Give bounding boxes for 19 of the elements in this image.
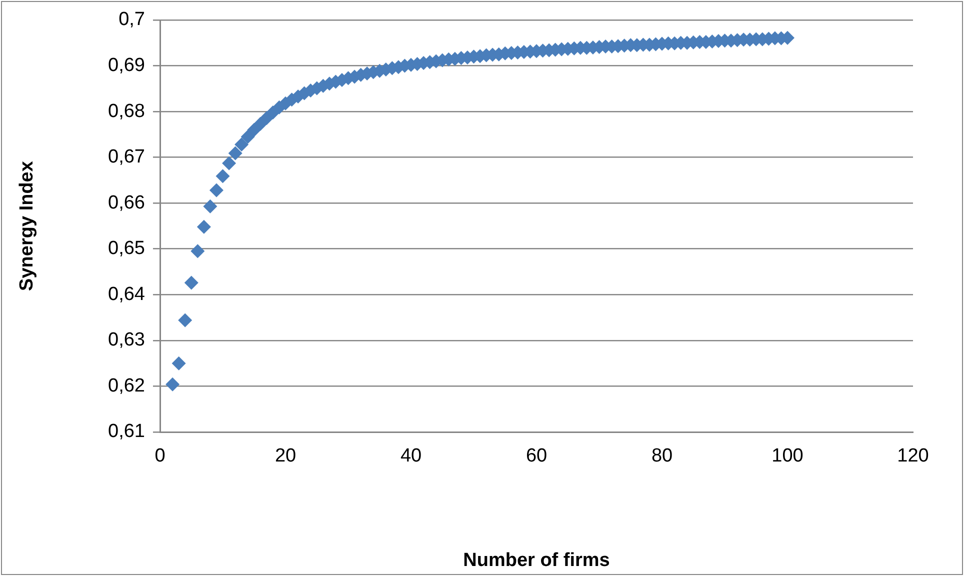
y-tick-label: 0,64 — [108, 284, 146, 305]
y-tick-label: 0,65 — [108, 238, 145, 260]
x-tick-label: 40 — [400, 446, 422, 467]
y-tick-label: 0,61 — [108, 421, 145, 442]
x-tick-label: 0 — [154, 446, 166, 467]
y-axis-title: Synergy Index — [16, 160, 38, 291]
y-tick-label: 0,62 — [108, 375, 145, 396]
y-tick-label: 0,68 — [108, 100, 145, 122]
y-tick-label: 0,7 — [118, 9, 145, 30]
x-tick-label: 100 — [772, 446, 804, 467]
y-tick-label: 0,66 — [108, 192, 145, 214]
x-tick-label: 20 — [274, 446, 296, 467]
x-tick-label: 80 — [651, 446, 673, 467]
x-tick-label: 120 — [897, 446, 929, 467]
x-tick-label: 60 — [526, 446, 548, 467]
y-tick-label: 0,63 — [108, 330, 145, 351]
x-axis-title: Number of firms — [463, 550, 610, 571]
y-tick-label: 0,67 — [108, 146, 145, 168]
y-tick-label: 0,69 — [108, 55, 145, 76]
